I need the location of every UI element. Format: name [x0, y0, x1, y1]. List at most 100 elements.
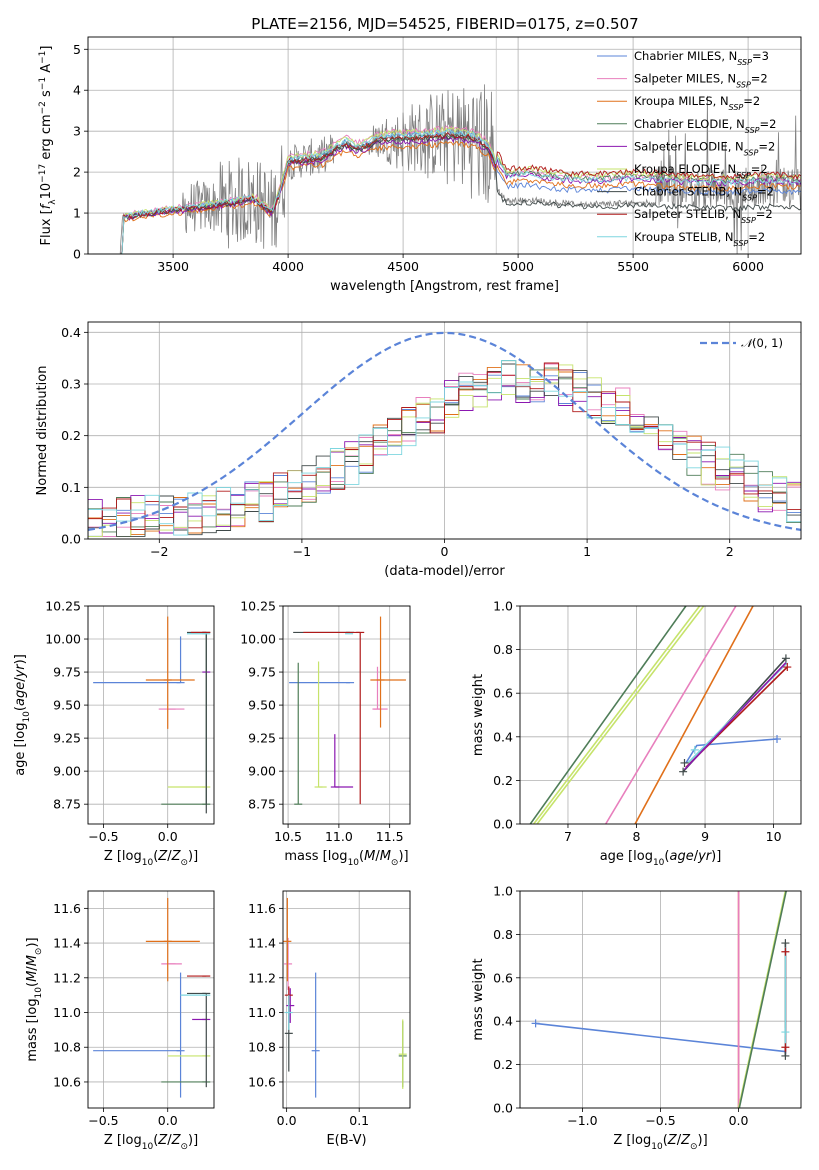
weight-marker	[531, 1019, 540, 1028]
legend-label-sub: SSP	[734, 238, 749, 247]
weight_vs_age-ytick-label: 0.6	[493, 686, 513, 701]
spectrum-xtick-label: 5500	[617, 259, 649, 274]
weight_vs_Z-ytick-label: 0.2	[493, 1057, 513, 1072]
residuals-frame	[87, 321, 802, 540]
spectrum-ytick-label: 0	[73, 247, 81, 262]
weight_vs_age-axes: 7 8 9 10 0.0 0.2 0.4 0.6 0.8 1.0	[493, 599, 801, 844]
mass_vs_Z-plot	[93, 897, 211, 1098]
normal-legend-args: (0, 1)	[752, 336, 783, 350]
age_vs_mass-xlabel: mass [log10(M/M⊙)]	[284, 849, 408, 868]
residuals-xtick-label: 1	[583, 544, 591, 559]
mass_vs_Z-ytick-label: 11.0	[53, 1005, 81, 1020]
spectrum-ylabel-part: A	[39, 64, 54, 77]
observed-spectrum-line	[92, 84, 801, 254]
residual-histogram-kroupa-stelib	[88, 359, 801, 536]
age_vs_mass-xtick-label: 10.5	[274, 829, 302, 844]
weight_vs_Z-xlabel-part: /	[677, 1133, 682, 1148]
weight-line-salpeter-elodie	[683, 662, 787, 771]
residuals-ytick-label: 0.0	[61, 532, 81, 547]
weight-line-chabrier-miles	[685, 738, 778, 764]
weight_vs_age-xtick-label: 9	[701, 829, 709, 844]
weight_vs_Z-xlabel: Z [log10(Z/Z⊙)]	[613, 1133, 707, 1152]
spectrum-ylabel-part: f	[39, 202, 54, 209]
legend-label: Salpeter STELIB, NSSP=2	[634, 207, 773, 225]
weight_vs_age-ylabel: mass weight	[471, 674, 486, 756]
residual-histogram-salpeter-stelib	[88, 362, 801, 530]
spectrum-xtick-label: 3500	[157, 259, 189, 274]
age_vs_Z-ylabel-part: age [log	[13, 723, 28, 776]
weight_vs_age-xlabel-part: 10	[653, 858, 665, 868]
age_vs_mass-grid	[283, 605, 410, 824]
spectrum-plot	[92, 37, 801, 254]
mass_vs_Z-xtick-label: −0.5	[88, 1113, 118, 1128]
spectrum-ylabel-part: erg cm	[39, 114, 54, 163]
age_vs_mass-xtick-label: 11.0	[325, 829, 353, 844]
mass_vs_Z-ylabel-part: ⊙	[34, 948, 44, 956]
age_vs_Z-ylabel-part: 10	[22, 711, 32, 723]
legend-label: Chabrier ELODIE, NSSP=2	[634, 117, 776, 135]
weight_vs_age-xlabel-part: yr	[697, 849, 713, 864]
mass_vs_Z-xtick-label: 0.0	[158, 1113, 178, 1128]
residuals-xtick-label: 2	[726, 544, 734, 559]
age_vs_Z-ylabel-part: age	[13, 682, 28, 706]
legend-label-sub: SSP	[742, 193, 757, 202]
weight-marker	[781, 947, 790, 956]
weight_vs_age-ytick-label: 0.4	[493, 729, 513, 744]
weight-marker	[781, 939, 790, 948]
spectrum-ytick-label: 5	[73, 42, 81, 57]
legend-label-main: Chabrier STELIB, N	[634, 185, 742, 199]
weight_vs_age-xlabel: age [log10(age/yr)]	[600, 849, 722, 868]
age_vs_mass-frame	[282, 605, 411, 825]
spectrum-ylabel-part: −1	[38, 51, 48, 64]
age_vs_Z-frame	[87, 605, 215, 825]
age_vs_Z-xlabel-part: Z	[157, 849, 168, 864]
spectrum-ylabel-part: s	[39, 90, 54, 101]
weight_vs_Z-xlabel-part: 10	[651, 1142, 663, 1152]
weight-marker	[781, 1028, 790, 1037]
weight_vs_Z-xlabel-part: )]	[698, 1133, 708, 1148]
legend-label-sub: SSP	[741, 216, 756, 225]
legend-label: Chabrier STELIB, NSSP=2	[634, 185, 774, 203]
age_vs_Z-xlabel-part: 10	[142, 858, 154, 868]
spectrum-xtick-label: 6000	[732, 259, 764, 274]
weight_vs_age-xtick-label: 7	[564, 829, 572, 844]
age_vs_Z-axes: −0.5 0.0 8.75 9.00 9.25 9.50 9.75 10.00 10.25	[45, 599, 214, 844]
age_vs_mass-ytick-label: 9.50	[248, 698, 276, 713]
mass_vs_EBV-axes: 0.0 0.1 10.6 10.8 11.0 11.2 11.4 11.6	[248, 891, 410, 1128]
legend-label-tail: =2	[743, 94, 760, 108]
age_vs_mass-xlabel-part: M	[364, 849, 375, 864]
legend-label-sub: SSP	[736, 80, 751, 89]
age_vs_mass-xlabel-part: )]	[398, 849, 408, 864]
weight-line-chabrier-miles	[535, 1022, 786, 1053]
age_vs_mass-ytick-label: 10.00	[240, 632, 276, 647]
weight-marker	[781, 1043, 790, 1052]
weight-marker	[680, 758, 689, 767]
spectrum-ylabel-part: −2	[38, 101, 48, 114]
age_vs_Z-ylabel-part: )]	[13, 654, 28, 664]
weight_vs_age-frame	[519, 605, 802, 825]
spectrum-xtick-label: 5000	[502, 259, 534, 274]
weight_vs_age-plot	[529, 606, 792, 824]
spectrum-ylabel-part: ]	[39, 46, 54, 51]
weight-line-kroupa-elodie	[533, 606, 701, 824]
age_vs_mass-ytick-label: 9.75	[248, 665, 276, 680]
mass_vs_EBV-xtick-label: 0.1	[349, 1113, 369, 1128]
weight-marker	[679, 767, 688, 776]
weight_vs_age-xlabel-part: )]	[711, 849, 721, 864]
mass_vs_Z-xlabel-part: Z	[171, 1133, 182, 1148]
mass_vs_EBV-ytick-label: 11.6	[248, 901, 276, 916]
age_vs_Z-xtick-label: −0.5	[88, 829, 118, 844]
mass_vs_Z-ylabel-part: (	[25, 982, 40, 987]
spectrum-ylabel-part: −1	[38, 77, 48, 90]
mass_vs_Z-xlabel: Z [log10(Z/Z⊙)]	[104, 1133, 198, 1152]
weight_vs_Z-ylabel-part: mass weight	[471, 958, 486, 1040]
weight_vs_Z-ytick-label: 1.0	[493, 884, 513, 899]
spectrum-ylabel-part: Flux [	[39, 209, 54, 245]
mass_vs_EBV-frame	[282, 890, 411, 1109]
legend-label-main: Salpeter ELODIE, N	[634, 139, 744, 153]
weight_vs_Z-ylabel: mass weight	[471, 958, 486, 1040]
legend-label-main: Chabrier MILES, N	[634, 49, 737, 63]
weight-marker	[781, 1051, 790, 1060]
weight-marker	[773, 734, 782, 743]
weight_vs_age-xtick-label: 8	[633, 829, 641, 844]
